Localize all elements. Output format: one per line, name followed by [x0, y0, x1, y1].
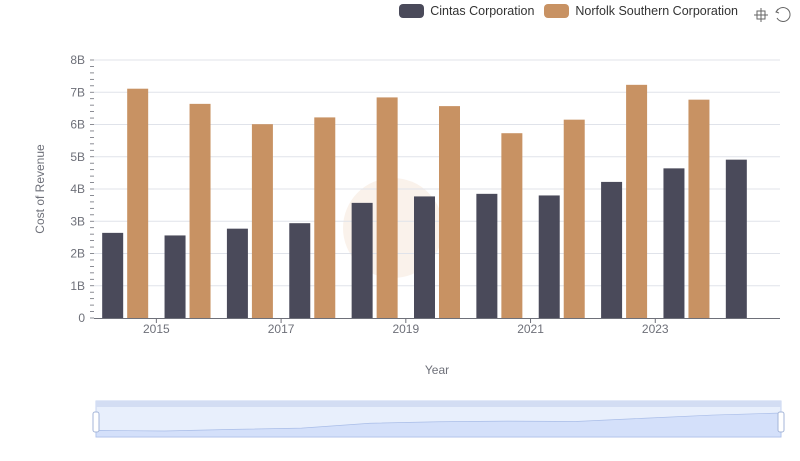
y-tick-label: 7B: [70, 85, 85, 99]
bar-cintas-2014[interactable]: [102, 232, 124, 318]
bar-norfolk-2023[interactable]: [688, 99, 710, 318]
bar-cintas-2015[interactable]: [164, 235, 186, 318]
bar-norfolk-2019[interactable]: [439, 106, 460, 319]
y-tick-label: 0: [78, 311, 85, 325]
y-tick-label: 6B: [70, 118, 85, 132]
legend-label-cintas: Cintas Corporation: [430, 4, 535, 18]
data-zoom-icon[interactable]: [752, 6, 770, 24]
y-axis-minor-ticks: [90, 59, 94, 319]
x-tick-label: 2019: [392, 322, 419, 336]
bar-norfolk-2021[interactable]: [563, 119, 585, 318]
x-tick-label: 2023: [642, 322, 669, 336]
bar-norfolk-2016[interactable]: [251, 124, 273, 319]
toolbox: [752, 6, 792, 24]
legend-label-norfolk: Norfolk Southern Corporation: [575, 4, 738, 18]
bar-cintas-2021[interactable]: [538, 195, 560, 318]
legend: Cintas Corporation Norfolk Southern Corp…: [399, 4, 738, 18]
legend-swatch-cintas: [399, 4, 425, 18]
x-tick-label: 2021: [517, 322, 544, 336]
data-zoom-slider[interactable]: [92, 400, 785, 438]
legend-item-norfolk[interactable]: Norfolk Southern Corporation: [544, 4, 738, 18]
restore-icon[interactable]: [774, 6, 792, 24]
x-tick-label: 2017: [268, 322, 295, 336]
bar-cintas-2022[interactable]: [601, 181, 623, 318]
bar-norfolk-2022[interactable]: [626, 84, 648, 319]
bars: [102, 84, 747, 319]
y-tick-label: 1B: [70, 279, 85, 293]
y-tick-label: 3B: [70, 214, 85, 228]
slider-preview-area: [95, 412, 782, 438]
y-axis-title: Cost of Revenue: [33, 144, 47, 234]
y-axis-ticks: 0 1B 2B 3B 4B 5B 6B 7B 8B: [70, 53, 85, 325]
bar-cintas-2019[interactable]: [414, 196, 435, 318]
bar-norfolk-2015[interactable]: [189, 103, 211, 318]
x-axis-title: Year: [425, 363, 449, 377]
bar-cintas-2016[interactable]: [226, 228, 248, 318]
y-tick-label: 8B: [70, 53, 85, 67]
bar-cintas-2023[interactable]: [663, 168, 685, 318]
bar-norfolk-2017[interactable]: [314, 117, 336, 318]
bar-cintas-2024[interactable]: [725, 159, 747, 318]
slider-handle-right[interactable]: [777, 411, 785, 433]
y-tick-label: 2B: [70, 247, 85, 261]
legend-swatch-norfolk: [544, 4, 570, 18]
y-tick-label: 5B: [70, 150, 85, 164]
x-axis-ticks: 2015 2017 2019 2021 2023: [143, 318, 669, 336]
bar-cintas-2020[interactable]: [476, 193, 498, 318]
bar-norfolk-2014[interactable]: [127, 88, 149, 318]
bar-norfolk-2020[interactable]: [501, 133, 523, 318]
y-tick-label: 4B: [70, 182, 85, 196]
legend-item-cintas[interactable]: Cintas Corporation: [399, 4, 534, 18]
x-tick-label: 2015: [143, 322, 170, 336]
bar-norfolk-2018[interactable]: [376, 97, 398, 318]
bar-cintas-2018[interactable]: [351, 202, 373, 318]
slider-handle-left[interactable]: [92, 411, 100, 433]
bar-cintas-2017[interactable]: [289, 223, 311, 318]
slider-top-bar[interactable]: [96, 401, 781, 407]
